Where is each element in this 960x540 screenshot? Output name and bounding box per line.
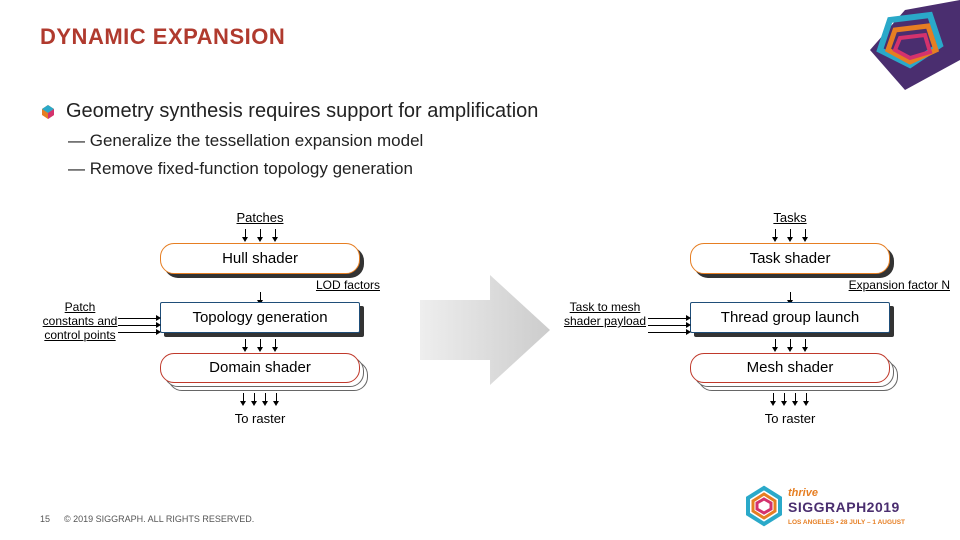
logo-brand: SIGGRAPH2019	[788, 499, 900, 515]
right-mid-label: Expansion factor N	[660, 278, 950, 292]
domain-shader-box: Domain shader	[160, 353, 360, 383]
logo-location: LOS ANGELES • 28 JULY – 1 AUGUST	[788, 519, 905, 526]
right-side-label: Task to mesh shader payload	[560, 300, 650, 328]
bullet-sub2: — Remove fixed-function topology generat…	[68, 159, 538, 179]
hull-shader-box: Hull shader	[160, 243, 360, 274]
left-mid-label: LOD factors	[130, 278, 390, 292]
left-pipeline: Patches Hull shader LOD factors Topology…	[130, 210, 390, 426]
arrows-down-icon	[130, 339, 390, 353]
corner-logo	[810, 0, 960, 90]
task-shader-box: Task shader	[690, 243, 890, 274]
arrows-down-icon	[660, 339, 920, 353]
arrows-right-icon	[648, 318, 688, 333]
page-number: 15	[40, 514, 50, 524]
bullet-block: Geometry synthesis requires support for …	[40, 100, 538, 179]
copyright: © 2019 SIGGRAPH. ALL RIGHTS RESERVED.	[64, 514, 254, 524]
arrows-down-icon	[660, 393, 920, 407]
bullet-sub1: — Generalize the tessellation expansion …	[68, 131, 538, 151]
bullet-main-text: Geometry synthesis requires support for …	[66, 100, 538, 123]
left-top-label: Patches	[130, 210, 390, 225]
mesh-shader-box: Mesh shader	[690, 353, 890, 383]
transition-arrow-icon	[420, 270, 550, 390]
footer: 15 © 2019 SIGGRAPH. ALL RIGHTS RESERVED.	[40, 514, 254, 524]
topology-box: Topology generation	[160, 302, 360, 333]
right-top-label: Tasks	[660, 210, 920, 225]
thread-launch-box: Thread group launch	[690, 302, 890, 333]
left-side-label: Patch constants and control points	[40, 300, 120, 342]
arrows-down-icon	[130, 229, 390, 243]
arrows-down-icon	[660, 292, 920, 302]
bullet-icon	[40, 104, 56, 120]
right-output-label: To raster	[660, 411, 920, 426]
right-pipeline: Tasks Task shader Expansion factor N Thr…	[660, 210, 920, 426]
siggraph-logo: thrive SIGGRAPH2019 LOS ANGELES • 28 JUL…	[740, 480, 940, 530]
arrows-right-icon	[118, 318, 158, 333]
logo-tag: thrive	[788, 487, 818, 499]
arrows-down-icon	[660, 229, 920, 243]
arrows-down-icon	[130, 292, 390, 302]
mesh-shader-stack: Mesh shader	[690, 353, 890, 383]
domain-shader-stack: Domain shader	[160, 353, 360, 383]
arrows-down-icon	[130, 393, 390, 407]
pipeline-diagram: Patch constants and control points Patch…	[0, 210, 960, 470]
left-output-label: To raster	[130, 411, 390, 426]
slide-title: DYNAMIC EXPANSION	[40, 24, 285, 50]
